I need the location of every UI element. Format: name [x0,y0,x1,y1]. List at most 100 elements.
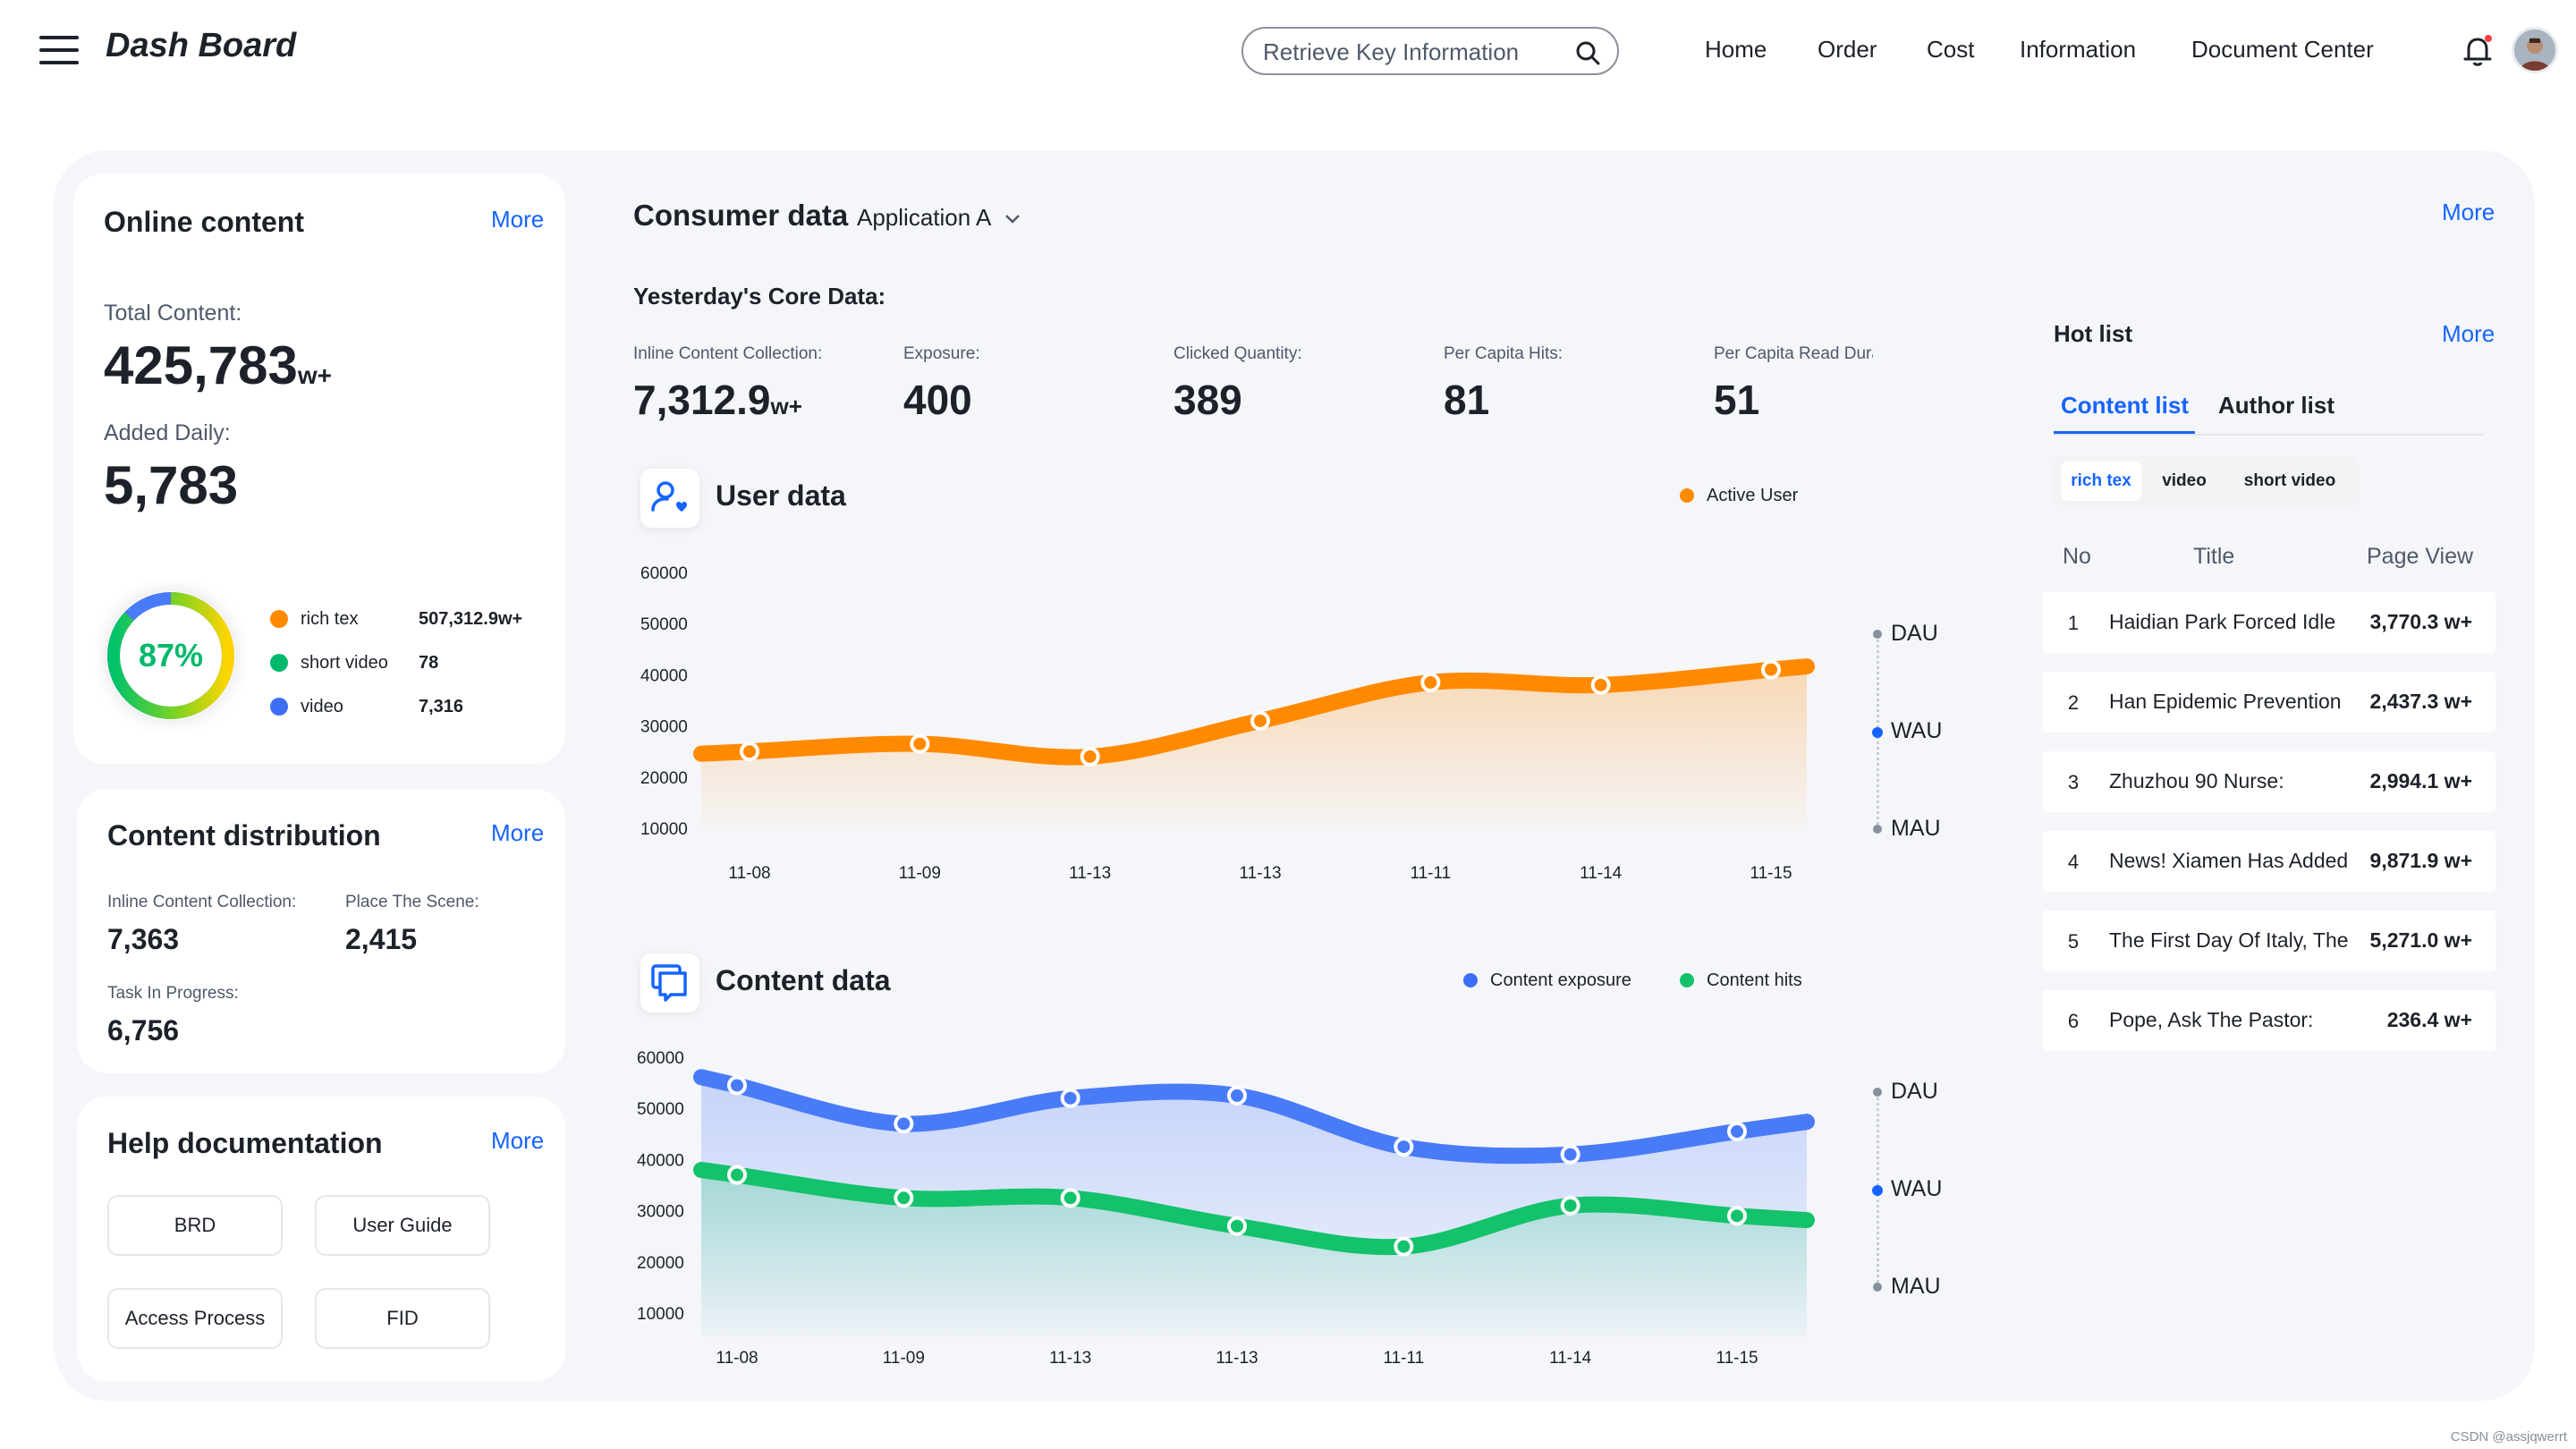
data-point[interactable] [1727,1121,1747,1141]
user-data-chart: 60000 50000 40000 30000 20000 10000 11-08 11-09… [640,564,1815,883]
tab-divider [2054,434,2483,436]
brd-button[interactable]: BRD [107,1195,283,1256]
filter-rich-tex[interactable]: rich tex [2061,462,2141,501]
table-row[interactable]: 5 The First Day Of Italy, The 5,271.0 w+ [2043,911,2496,971]
place-scene-label: Place The Scene: [345,893,479,911]
data-point[interactable] [1420,672,1441,692]
nav-home[interactable]: Home [1705,36,1767,63]
x-tick-label: 11-13 [1216,1349,1258,1368]
hot-list-title: Hot list [2054,320,2133,347]
total-content-label: Total Content: [104,301,242,326]
inline-collection-value: 7,363 [107,923,180,955]
x-tick-label: 11-14 [1580,864,1623,883]
avatar[interactable] [2512,27,2558,73]
nav-order[interactable]: Order [1818,36,1877,63]
x-tick-label: 11-15 [1750,864,1792,883]
table-row[interactable]: 3 Zhuzhou 90 Nurse: 2,994.1 w+ [2043,751,2496,812]
table-row[interactable]: 2 Han Epidemic Prevention 2,437.3 w+ [2043,672,2496,733]
search-input[interactable] [1263,38,1558,66]
data-point[interactable] [1394,1236,1414,1257]
core-data-title: Yesterday's Core Data: [633,283,886,309]
access-process-button[interactable]: Access Process [107,1288,283,1349]
top-bar: Dash Board Home Order Cost Information D… [0,0,2576,103]
range-mau[interactable]: MAU [1891,1274,1941,1299]
x-tick-label: 11-13 [1069,864,1111,883]
more-link[interactable]: More [491,1127,545,1154]
data-point[interactable] [1227,1085,1247,1106]
data-point[interactable] [1250,710,1270,731]
data-point[interactable] [1060,1088,1080,1108]
data-point[interactable] [1590,674,1611,695]
legend-dot-short-video [270,654,288,672]
data-point[interactable] [740,741,759,762]
tab-active-indicator [2054,431,2195,435]
data-point[interactable] [1761,659,1781,680]
data-point[interactable] [727,1075,747,1096]
legend-label-rich-tex: rich tex [301,609,359,629]
range-dot-dau [1873,1088,1882,1097]
x-tick-label: 11-13 [1239,864,1281,883]
x-tick-label: 11-09 [883,1349,925,1368]
data-point[interactable] [727,1165,747,1185]
data-point[interactable] [894,1188,914,1208]
core-label-per-capita-read: Per Capita Read Dura [1714,344,1873,363]
filter-video[interactable]: video [2162,471,2207,490]
filter-short-video[interactable]: short video [2243,471,2336,490]
fid-button[interactable]: FID [315,1288,490,1349]
range-wau[interactable]: WAU [1891,718,1943,743]
user-guide-button[interactable]: User Guide [315,1195,490,1256]
search-box [1241,27,1619,75]
y-tick-label: 40000 [637,1151,684,1170]
added-daily-value: 5,783 [104,455,239,515]
data-point[interactable] [1060,1188,1080,1208]
row-number: 4 [2067,851,2080,873]
task-progress-label: Task In Progress: [107,984,239,1003]
table-row[interactable]: 4 News! Xiamen Has Added 9,871.9 w+ [2043,831,2496,892]
legend-value-rich-tex: 507,312.9w+ [419,609,523,629]
nav-information[interactable]: Information [2020,36,2137,63]
range-wau[interactable]: WAU [1891,1176,1943,1201]
more-link[interactable]: More [491,206,545,233]
data-point[interactable] [894,1114,914,1134]
legend-label-video: video [301,697,343,716]
table-row[interactable]: 1 Haidian Park Forced Idle 3,770.3 w+ [2043,592,2496,653]
row-number: 1 [2067,612,2080,634]
range-mau[interactable]: MAU [1891,816,1941,841]
legend-value-video: 7,316 [419,697,464,716]
row-number: 2 [2067,691,2080,714]
core-label-per-capita-hits: Per Capita Hits: [1444,344,1563,363]
card-title: Online content [104,206,304,238]
data-point[interactable] [1394,1137,1414,1157]
range-dau[interactable]: DAU [1891,621,1938,646]
application-selector[interactable]: Application A [857,204,1021,232]
consumer-more-link[interactable]: More [2442,199,2496,225]
x-tick-label: 11-08 [728,864,770,883]
row-page-view: 5,271.0 w+ [2369,928,2472,952]
nav-document-center[interactable]: Document Center [2191,36,2374,63]
core-label-exposure: Exposure: [903,344,980,363]
y-tick-label: 20000 [637,1254,684,1273]
more-link[interactable]: More [491,819,545,846]
y-tick-label: 30000 [637,1203,684,1222]
data-point[interactable] [1727,1206,1747,1226]
bell-icon[interactable] [2462,34,2494,68]
tab-author-list[interactable]: Author list [2218,392,2334,419]
table-row[interactable]: 6 Pope, Ask The Pastor: 236.4 w+ [2043,990,2496,1051]
hot-list-more-link[interactable]: More [2442,320,2496,347]
data-point[interactable] [1227,1216,1247,1236]
content-data-title: Content data [716,964,891,996]
core-value-per-capita-hits: 81 [1444,377,1490,423]
data-point[interactable] [910,733,930,754]
search-icon[interactable] [1574,39,1601,66]
x-tick-label: 11-14 [1549,1349,1592,1368]
nav-cost[interactable]: Cost [1927,36,1975,63]
data-point[interactable] [1560,1195,1580,1216]
data-point[interactable] [1080,746,1100,767]
range-dau[interactable]: DAU [1891,1079,1938,1104]
tab-content-list[interactable]: Content list [2061,392,2189,419]
menu-icon[interactable] [39,36,79,64]
added-daily-label: Added Daily: [104,420,231,445]
data-point[interactable] [1560,1144,1580,1165]
progress-ring: 87% [106,591,235,720]
row-page-view: 236.4 w+ [2386,1008,2472,1031]
